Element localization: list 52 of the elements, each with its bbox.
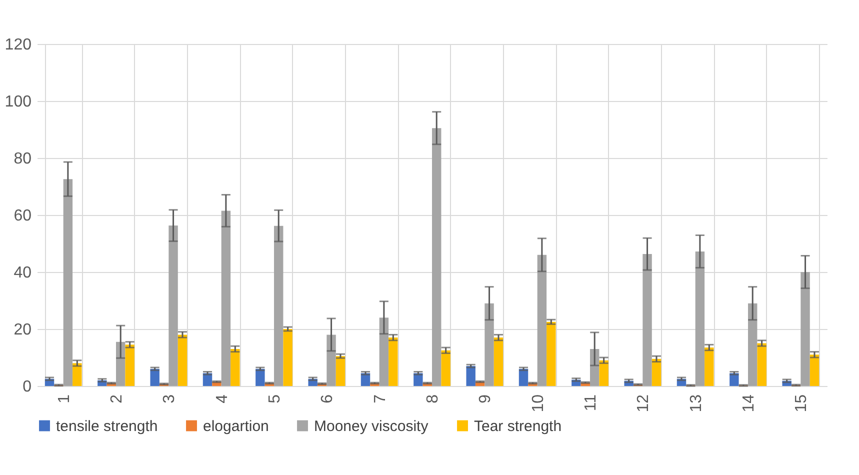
bar — [178, 334, 188, 386]
legend-label: Tear strength — [474, 418, 562, 435]
bar — [326, 334, 336, 386]
x-tick-label: 2 — [108, 394, 126, 404]
x-tick-label: 11 — [582, 394, 600, 412]
x-tick-label: 15 — [793, 394, 810, 412]
bar — [379, 318, 389, 386]
x-tick-label: 3 — [161, 394, 178, 404]
x-tick-label: 1 — [56, 394, 73, 404]
x-tick-label: 13 — [688, 394, 705, 412]
x-tick-label: 7 — [372, 394, 389, 404]
x-tick-label: 5 — [266, 394, 284, 404]
y-tick-label: 80 — [14, 150, 32, 168]
bar — [441, 350, 450, 386]
bar — [168, 226, 178, 386]
legend-label: elogartion — [203, 418, 269, 435]
bar — [642, 254, 652, 386]
legend-label: Mooney viscosity — [314, 418, 429, 435]
x-tick-label: 14 — [740, 394, 758, 412]
bar — [810, 354, 820, 386]
x-tick-label: 10 — [530, 394, 547, 412]
bar — [537, 254, 547, 386]
y-tick-label: 120 — [4, 36, 32, 54]
x-tick-label: 12 — [635, 394, 652, 412]
y-tick-label: 20 — [14, 322, 32, 338]
bar — [757, 343, 766, 386]
bar — [72, 363, 82, 386]
x-tick-label: 9 — [477, 394, 494, 404]
x-tick-label: 8 — [424, 394, 442, 404]
x-tick-label: 4 — [214, 394, 231, 404]
bar — [590, 348, 600, 386]
y-tick-label: 60 — [14, 208, 32, 224]
bar — [652, 358, 662, 386]
bar — [748, 303, 758, 386]
bar — [230, 348, 240, 386]
y-tick-label: 40 — [14, 264, 32, 282]
bar — [388, 338, 398, 386]
y-tick-label: 100 — [4, 94, 32, 110]
bar — [599, 360, 608, 386]
legend-label: tensile strength — [56, 418, 158, 435]
bar — [432, 128, 442, 386]
y-tick-label: 0 — [22, 378, 32, 396]
bar — [221, 210, 231, 386]
bar — [800, 272, 810, 386]
bar — [125, 344, 134, 386]
bar — [695, 251, 705, 386]
bar — [484, 303, 494, 386]
x-tick-label: 6 — [319, 394, 336, 404]
bar — [494, 338, 504, 386]
bar — [274, 226, 284, 386]
bar — [704, 348, 714, 386]
bar — [63, 179, 73, 386]
